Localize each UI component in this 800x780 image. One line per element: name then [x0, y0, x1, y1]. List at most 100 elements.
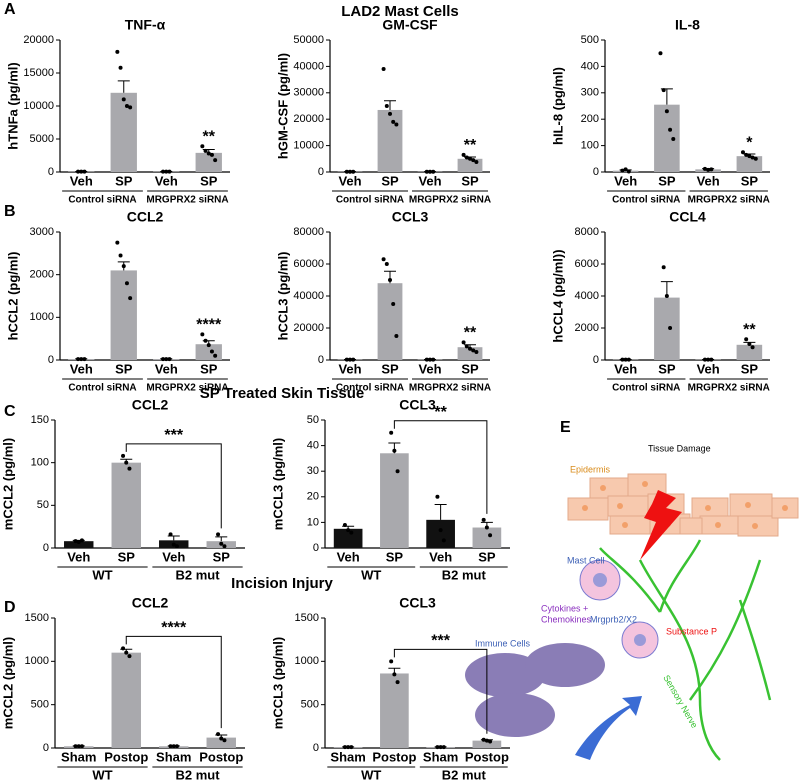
data-point: [441, 538, 446, 543]
x-tick-label: Veh: [67, 549, 90, 564]
data-point: [209, 349, 214, 354]
y-tick-label: 0: [313, 742, 319, 754]
data-point: [709, 357, 714, 362]
y-axis-label: hCCL3 (pg/ml): [275, 252, 290, 341]
damage-bolt: [640, 490, 682, 560]
data-point: [391, 302, 396, 306]
data-point: [424, 357, 429, 362]
data-point: [706, 357, 711, 362]
data-point: [124, 104, 129, 108]
significance: **: [434, 404, 447, 421]
data-point: [161, 169, 166, 174]
group-label: MRGPRX2 siRNA: [688, 195, 770, 206]
x-tick-label: SP: [658, 361, 676, 376]
y-tick-label: 0: [593, 166, 599, 178]
group-label: B2 mut: [175, 767, 220, 780]
y-tick-label: 1000: [30, 311, 54, 323]
bar: [333, 528, 363, 548]
data-point: [161, 357, 166, 362]
group-label: B2 mut: [175, 567, 220, 582]
label: Mrgprb2/X2: [590, 614, 637, 624]
data-point: [744, 152, 749, 157]
chart-title: TNF-α: [125, 17, 166, 33]
data-point: [394, 122, 399, 127]
group-label: Control siRNA: [612, 383, 680, 394]
panel-label: B: [4, 203, 16, 220]
x-tick-label: SP: [658, 173, 676, 188]
data-point: [702, 357, 707, 362]
data-point: [121, 97, 126, 102]
data-point: [79, 744, 84, 749]
y-tick-label: 0: [48, 166, 54, 178]
data-point: [118, 253, 123, 258]
y-tick-label: 50000: [293, 34, 324, 46]
data-point: [213, 158, 218, 163]
label: Epidermis: [570, 464, 611, 474]
y-tick-label: 10: [307, 516, 319, 528]
data-point: [164, 169, 169, 174]
data-point: [435, 745, 440, 750]
data-point: [167, 357, 172, 362]
group-label: Control siRNA: [68, 195, 136, 206]
x-tick-label: SP: [200, 361, 218, 376]
data-point: [488, 739, 493, 744]
bar: [64, 541, 94, 548]
y-tick-label: 150: [31, 414, 49, 426]
x-tick-label: Veh: [697, 361, 720, 376]
x-tick-label: SP: [461, 361, 479, 376]
y-tick-label: 0: [593, 354, 599, 366]
y-tick-label: 20000: [293, 113, 324, 125]
x-tick-label: Postop: [465, 749, 509, 764]
y-axis-label: mCCL3 (pg/ml): [270, 438, 285, 530]
data-point: [346, 528, 351, 533]
significance: **: [203, 128, 216, 145]
chart-title: GM-CSF: [382, 17, 438, 33]
data-point: [82, 357, 87, 362]
panel-label: A: [4, 1, 16, 18]
data-point: [391, 119, 396, 124]
chart-title: IL-8: [675, 17, 700, 33]
section-title: LAD2 Mast Cells: [341, 3, 459, 20]
data-point: [428, 357, 432, 362]
data-point: [76, 169, 81, 174]
data-point: [671, 137, 676, 141]
x-tick-label: SP: [386, 549, 404, 564]
y-axis-label: hCCL4 (pg/ml)): [550, 249, 565, 342]
data-point: [174, 744, 179, 749]
y-axis-label: hCCL2 (pg/ml): [5, 252, 20, 341]
data-point: [661, 265, 666, 270]
data-point: [384, 104, 389, 108]
data-point: [471, 348, 476, 353]
x-tick-label: Veh: [337, 549, 360, 564]
bracket: [125, 635, 222, 729]
nerve: [599, 539, 772, 761]
chart-title: CCL2: [127, 209, 164, 225]
bar: [736, 344, 763, 360]
data-point: [203, 148, 208, 153]
y-tick-label: 1500: [295, 612, 319, 624]
x-tick-label: Veh: [155, 173, 178, 188]
label: Tissue Damage: [648, 443, 711, 453]
data-point: [464, 155, 469, 160]
y-tick-label: 500: [301, 699, 319, 711]
y-tick-label: 0: [318, 166, 324, 178]
data-point: [121, 264, 126, 269]
error-bar: [434, 503, 447, 520]
bar: [472, 740, 502, 748]
error-bar: [384, 100, 396, 110]
x-tick-label: Sham: [423, 749, 458, 764]
y-tick-label: 100: [581, 140, 599, 152]
x-tick-label: Veh: [614, 361, 637, 376]
data-point: [389, 659, 394, 664]
significance: **: [743, 321, 756, 338]
data-point: [668, 326, 673, 330]
group-label: WT: [361, 567, 381, 582]
data-point: [428, 169, 432, 174]
y-tick-label: 500: [581, 34, 599, 46]
bar: [377, 283, 403, 360]
label: Mast Cell: [567, 555, 605, 565]
data-point: [623, 167, 628, 172]
data-point: [623, 357, 628, 362]
y-tick-label: 30000: [293, 87, 324, 99]
x-tick-label: Veh: [70, 173, 93, 188]
